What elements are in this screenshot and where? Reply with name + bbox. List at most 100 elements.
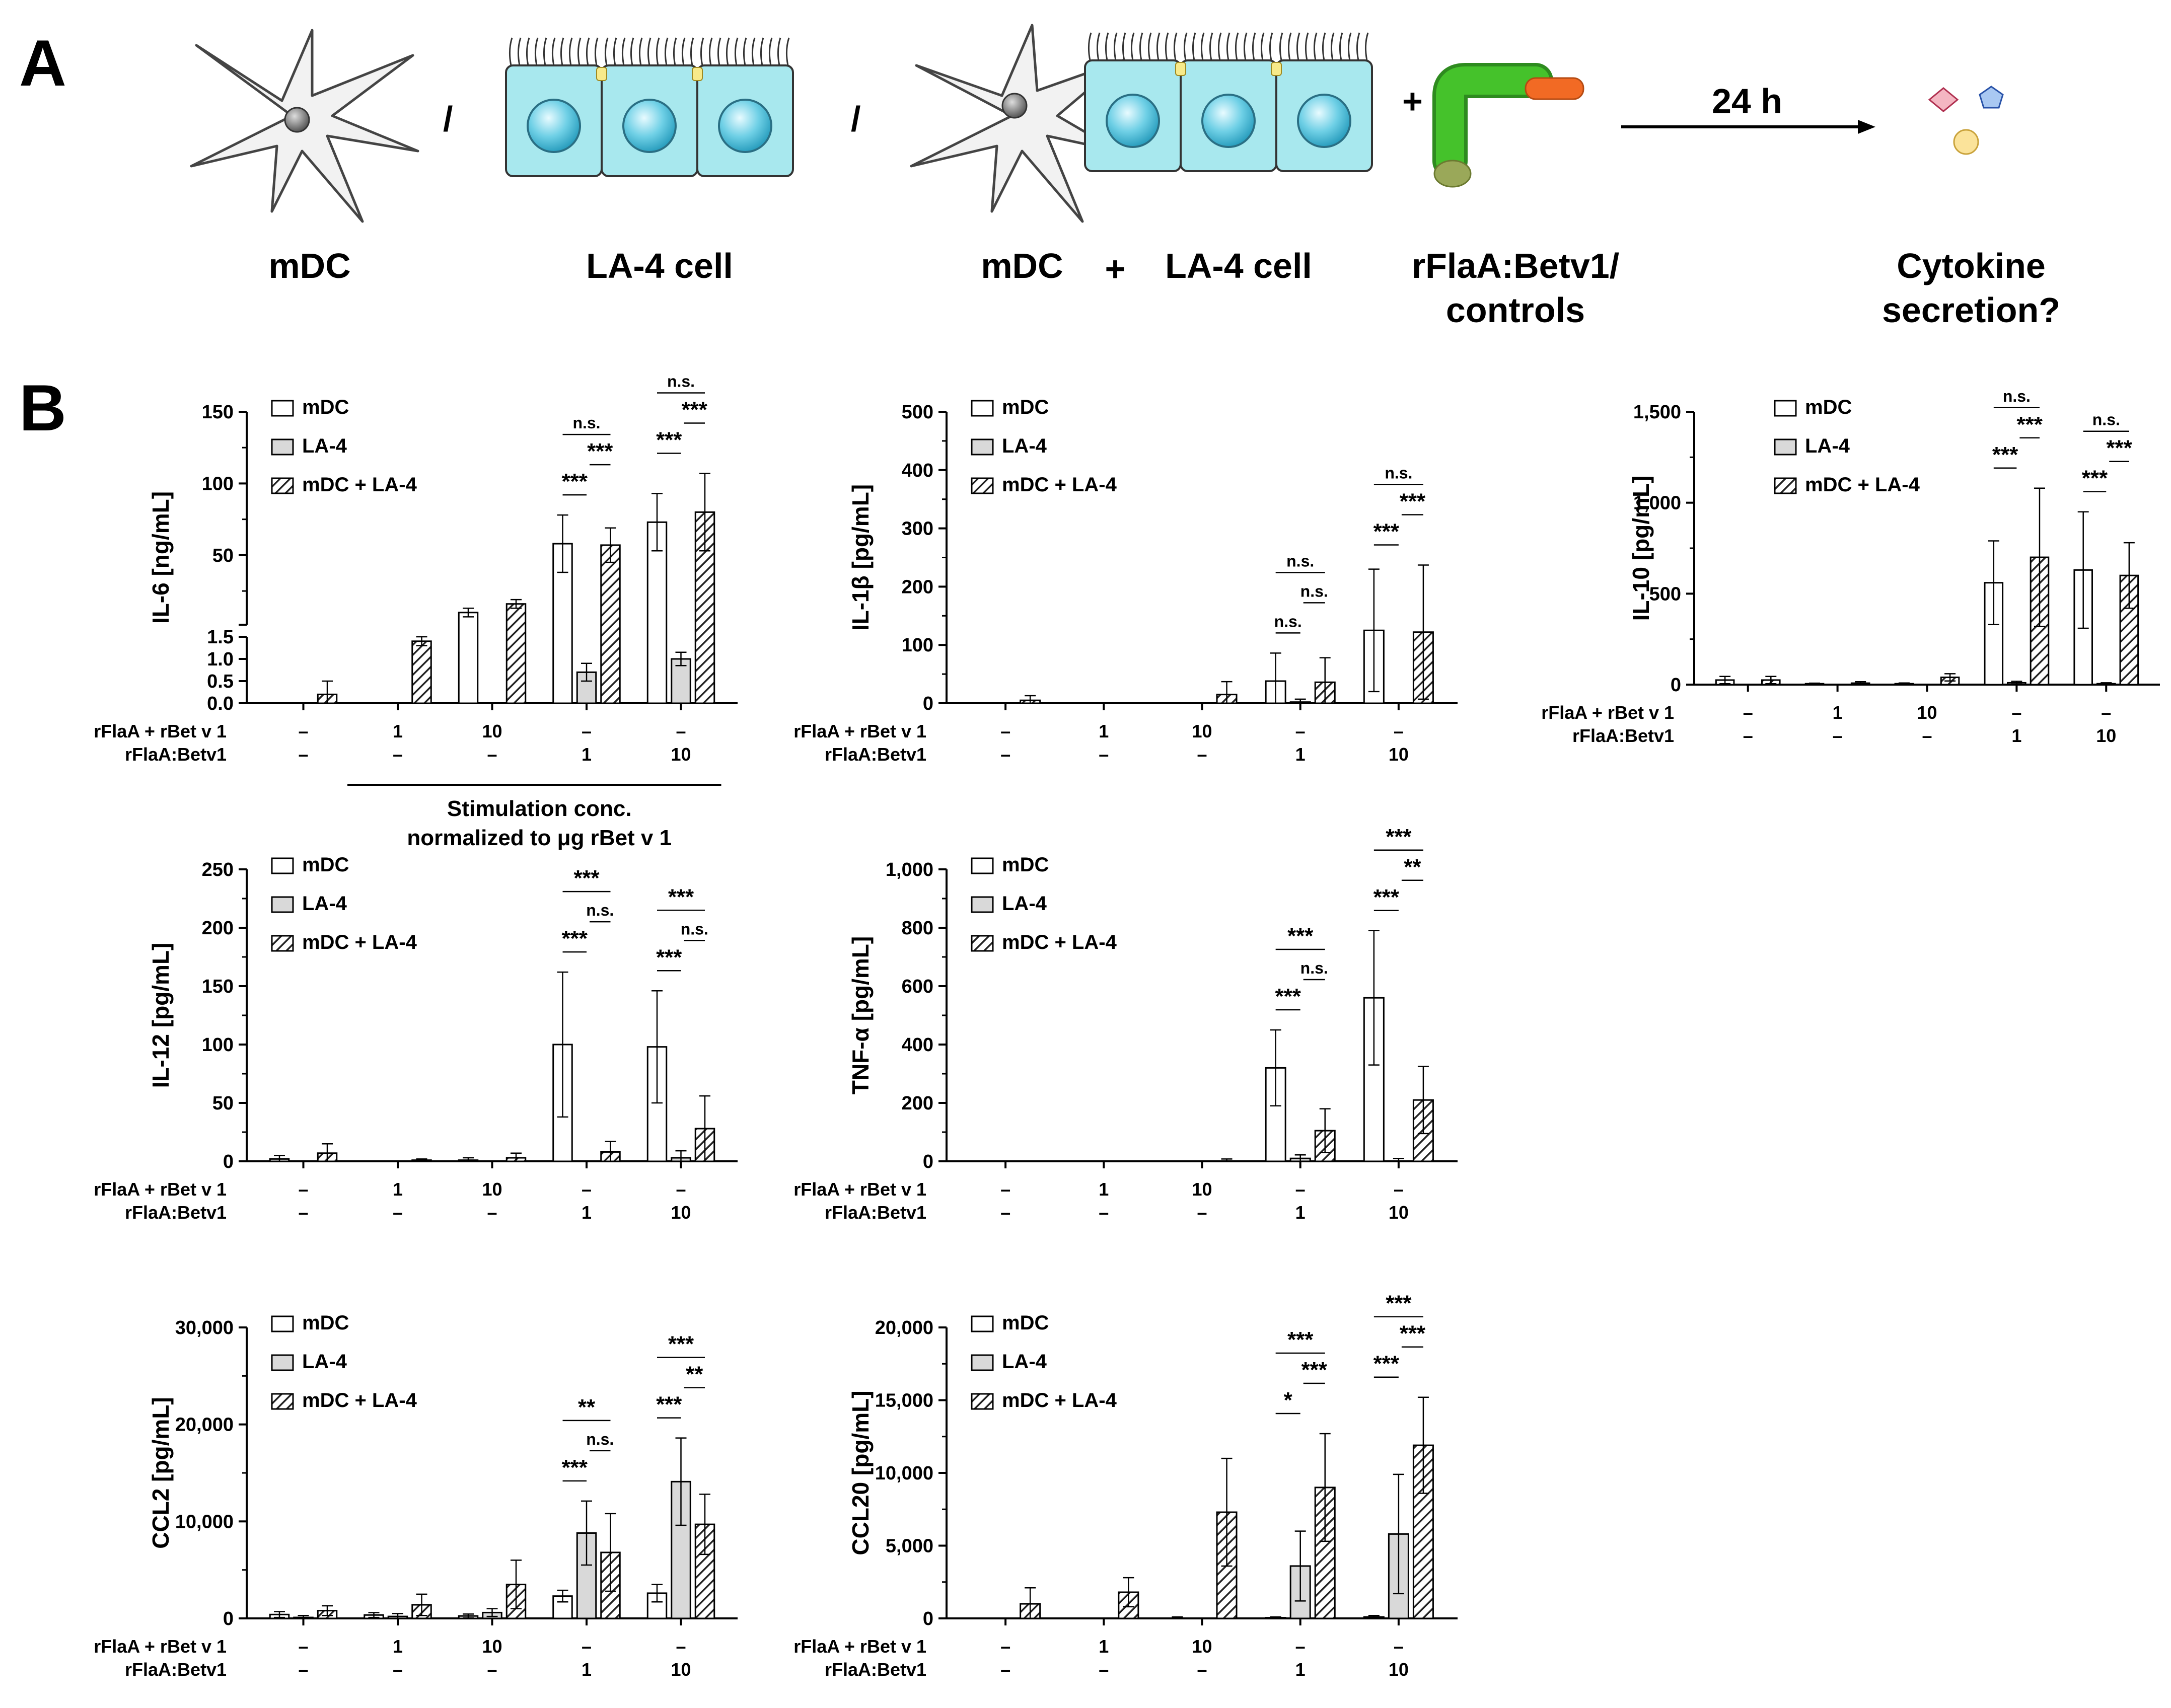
condition-row1-value: –: [2011, 702, 2021, 723]
legend-label: LA-4: [302, 893, 347, 915]
condition-row1-value: 10: [1192, 1636, 1212, 1657]
condition-row2-value: 10: [1389, 744, 1409, 765]
significance-annotations: ****************: [1275, 1291, 1426, 1415]
condition-row1-value: 1: [1099, 1636, 1109, 1657]
condition-row1-value: 10: [482, 1179, 502, 1200]
legend: mDC LA-4 mDC + LA-4: [271, 1312, 417, 1412]
y-tick-label: 0: [223, 1151, 234, 1172]
y-tick-label: 0: [923, 693, 933, 714]
y-tick-label: 100: [202, 1034, 234, 1056]
condition-row2-value: –: [1197, 1202, 1207, 1223]
condition-row2-value: –: [1743, 725, 1753, 746]
legend-label: LA-4: [302, 1351, 347, 1373]
y-tick-label: 1,500: [1633, 402, 1681, 423]
co-culture-illustration: [910, 24, 1373, 223]
y-axis-title: IL-6 [ng/mL]: [148, 491, 174, 624]
chart-ccl2: 0 10,000 20,000 30,000 CCL2 [pg/mL] *** n.s. **…: [94, 1312, 738, 1680]
condition-row1-value: 1: [393, 1636, 403, 1657]
incubation-time: 24 h: [1712, 82, 1782, 121]
condition-row1-value: 1: [393, 1179, 403, 1200]
condition-row2-value: 1: [1295, 1202, 1306, 1223]
y-tick-label: 300: [902, 518, 933, 540]
condition-row2-value: 10: [2096, 725, 2116, 746]
significance-label: ***: [1301, 1358, 1328, 1382]
significance-label: ***: [1992, 442, 2018, 467]
separator-slash-1: /: [443, 99, 453, 138]
legend-label: LA-4: [1805, 435, 1850, 457]
condition-row2-value: –: [1099, 744, 1109, 765]
y-tick-label: 30,000: [175, 1317, 234, 1339]
bar-la-4: [671, 658, 691, 704]
label-plus: +: [1105, 249, 1126, 288]
label-secretion: secretion?: [1882, 290, 2060, 330]
significance-label: ***: [682, 397, 708, 422]
condition-row1-value: 1: [393, 721, 403, 741]
significance-label: n.s.: [1286, 552, 1314, 570]
y-tick-label: 800: [902, 918, 933, 939]
condition-row1-value: –: [1394, 1179, 1404, 1200]
panel-label-a: A: [19, 26, 66, 100]
significance-label: **: [578, 1395, 596, 1420]
legend: mDC LA-4 mDC + LA-4: [971, 1312, 1117, 1412]
condition-row2-value: –: [393, 744, 403, 765]
y-tick-label: 1.0: [207, 649, 234, 670]
y-tick-label: 100: [902, 635, 933, 656]
significance-annotations: n.s. n.s. n.s. ****** n.s.: [1274, 464, 1426, 634]
significance-label: ***: [562, 469, 588, 494]
condition-row1-value: 10: [482, 1636, 502, 1657]
condition-row2-label: rFlaA:Betv1: [825, 1659, 926, 1680]
significance-label: n.s.: [2003, 387, 2031, 405]
condition-row1-value: –: [582, 721, 592, 741]
significance-label: ***: [656, 1392, 682, 1417]
significance-annotations: *** n.s. *** *** n.s. ***: [562, 866, 708, 972]
bar-mdc: [458, 612, 479, 704]
y-tick-label: 400: [902, 1034, 933, 1056]
significance-label: ***: [1373, 885, 1400, 910]
condition-row2-value: 10: [671, 1202, 691, 1223]
condition-row2-value: 10: [671, 744, 691, 765]
condition-row1-value: –: [298, 1179, 308, 1200]
condition-row1-value: –: [298, 1636, 308, 1657]
condition-row1-value: –: [582, 1636, 592, 1657]
significance-label: ***: [656, 427, 682, 452]
legend-label: mDC + LA-4: [302, 931, 417, 953]
legend-swatch: [971, 1315, 994, 1332]
significance-label: n.s.: [572, 414, 600, 432]
legend-label: mDC + LA-4: [1805, 474, 1920, 496]
legend-swatch: [271, 1393, 294, 1410]
stimulation-note-line1: Stimulation conc.: [447, 796, 632, 821]
condition-row2-value: 1: [1295, 744, 1306, 765]
legend-swatch: [271, 477, 294, 494]
significance-label: ***: [573, 866, 600, 890]
significance-label: ***: [668, 1332, 694, 1357]
y-tick-label: 15,000: [875, 1390, 933, 1412]
condition-row2-value: –: [1000, 1659, 1010, 1680]
legend-swatch: [271, 935, 294, 952]
significance-label: ***: [1400, 1321, 1426, 1346]
incubation-arrow: [1621, 120, 1875, 134]
y-tick-label: 20,000: [175, 1415, 234, 1436]
condition-row2-label: rFlaA:Betv1: [125, 1659, 227, 1680]
condition-row1-value: –: [1000, 1179, 1010, 1200]
significance-label: ***: [2082, 466, 2108, 491]
condition-row2-value: –: [1197, 744, 1207, 765]
legend-label: mDC: [302, 854, 349, 876]
y-tick-label: 0: [923, 1151, 933, 1172]
bar-mdc-la-4: [600, 544, 621, 704]
y-axis-title: IL-12 [pg/mL]: [148, 943, 174, 1088]
legend-swatch: [271, 400, 294, 417]
label-controls: controls: [1446, 290, 1585, 330]
significance-label: ***: [1386, 1291, 1412, 1316]
y-tick-label: 200: [902, 576, 933, 598]
label-mdc: mDC: [268, 246, 350, 285]
condition-row2-label: rFlaA:Betv1: [1572, 725, 1674, 746]
y-tick-label: 50: [212, 1093, 234, 1114]
y-tick-label: 10,000: [875, 1463, 933, 1484]
significance-label: ***: [668, 884, 694, 909]
significance-label: n.s.: [1385, 464, 1412, 482]
legend-swatch: [271, 1315, 294, 1332]
separator-slash-2: /: [851, 99, 860, 138]
